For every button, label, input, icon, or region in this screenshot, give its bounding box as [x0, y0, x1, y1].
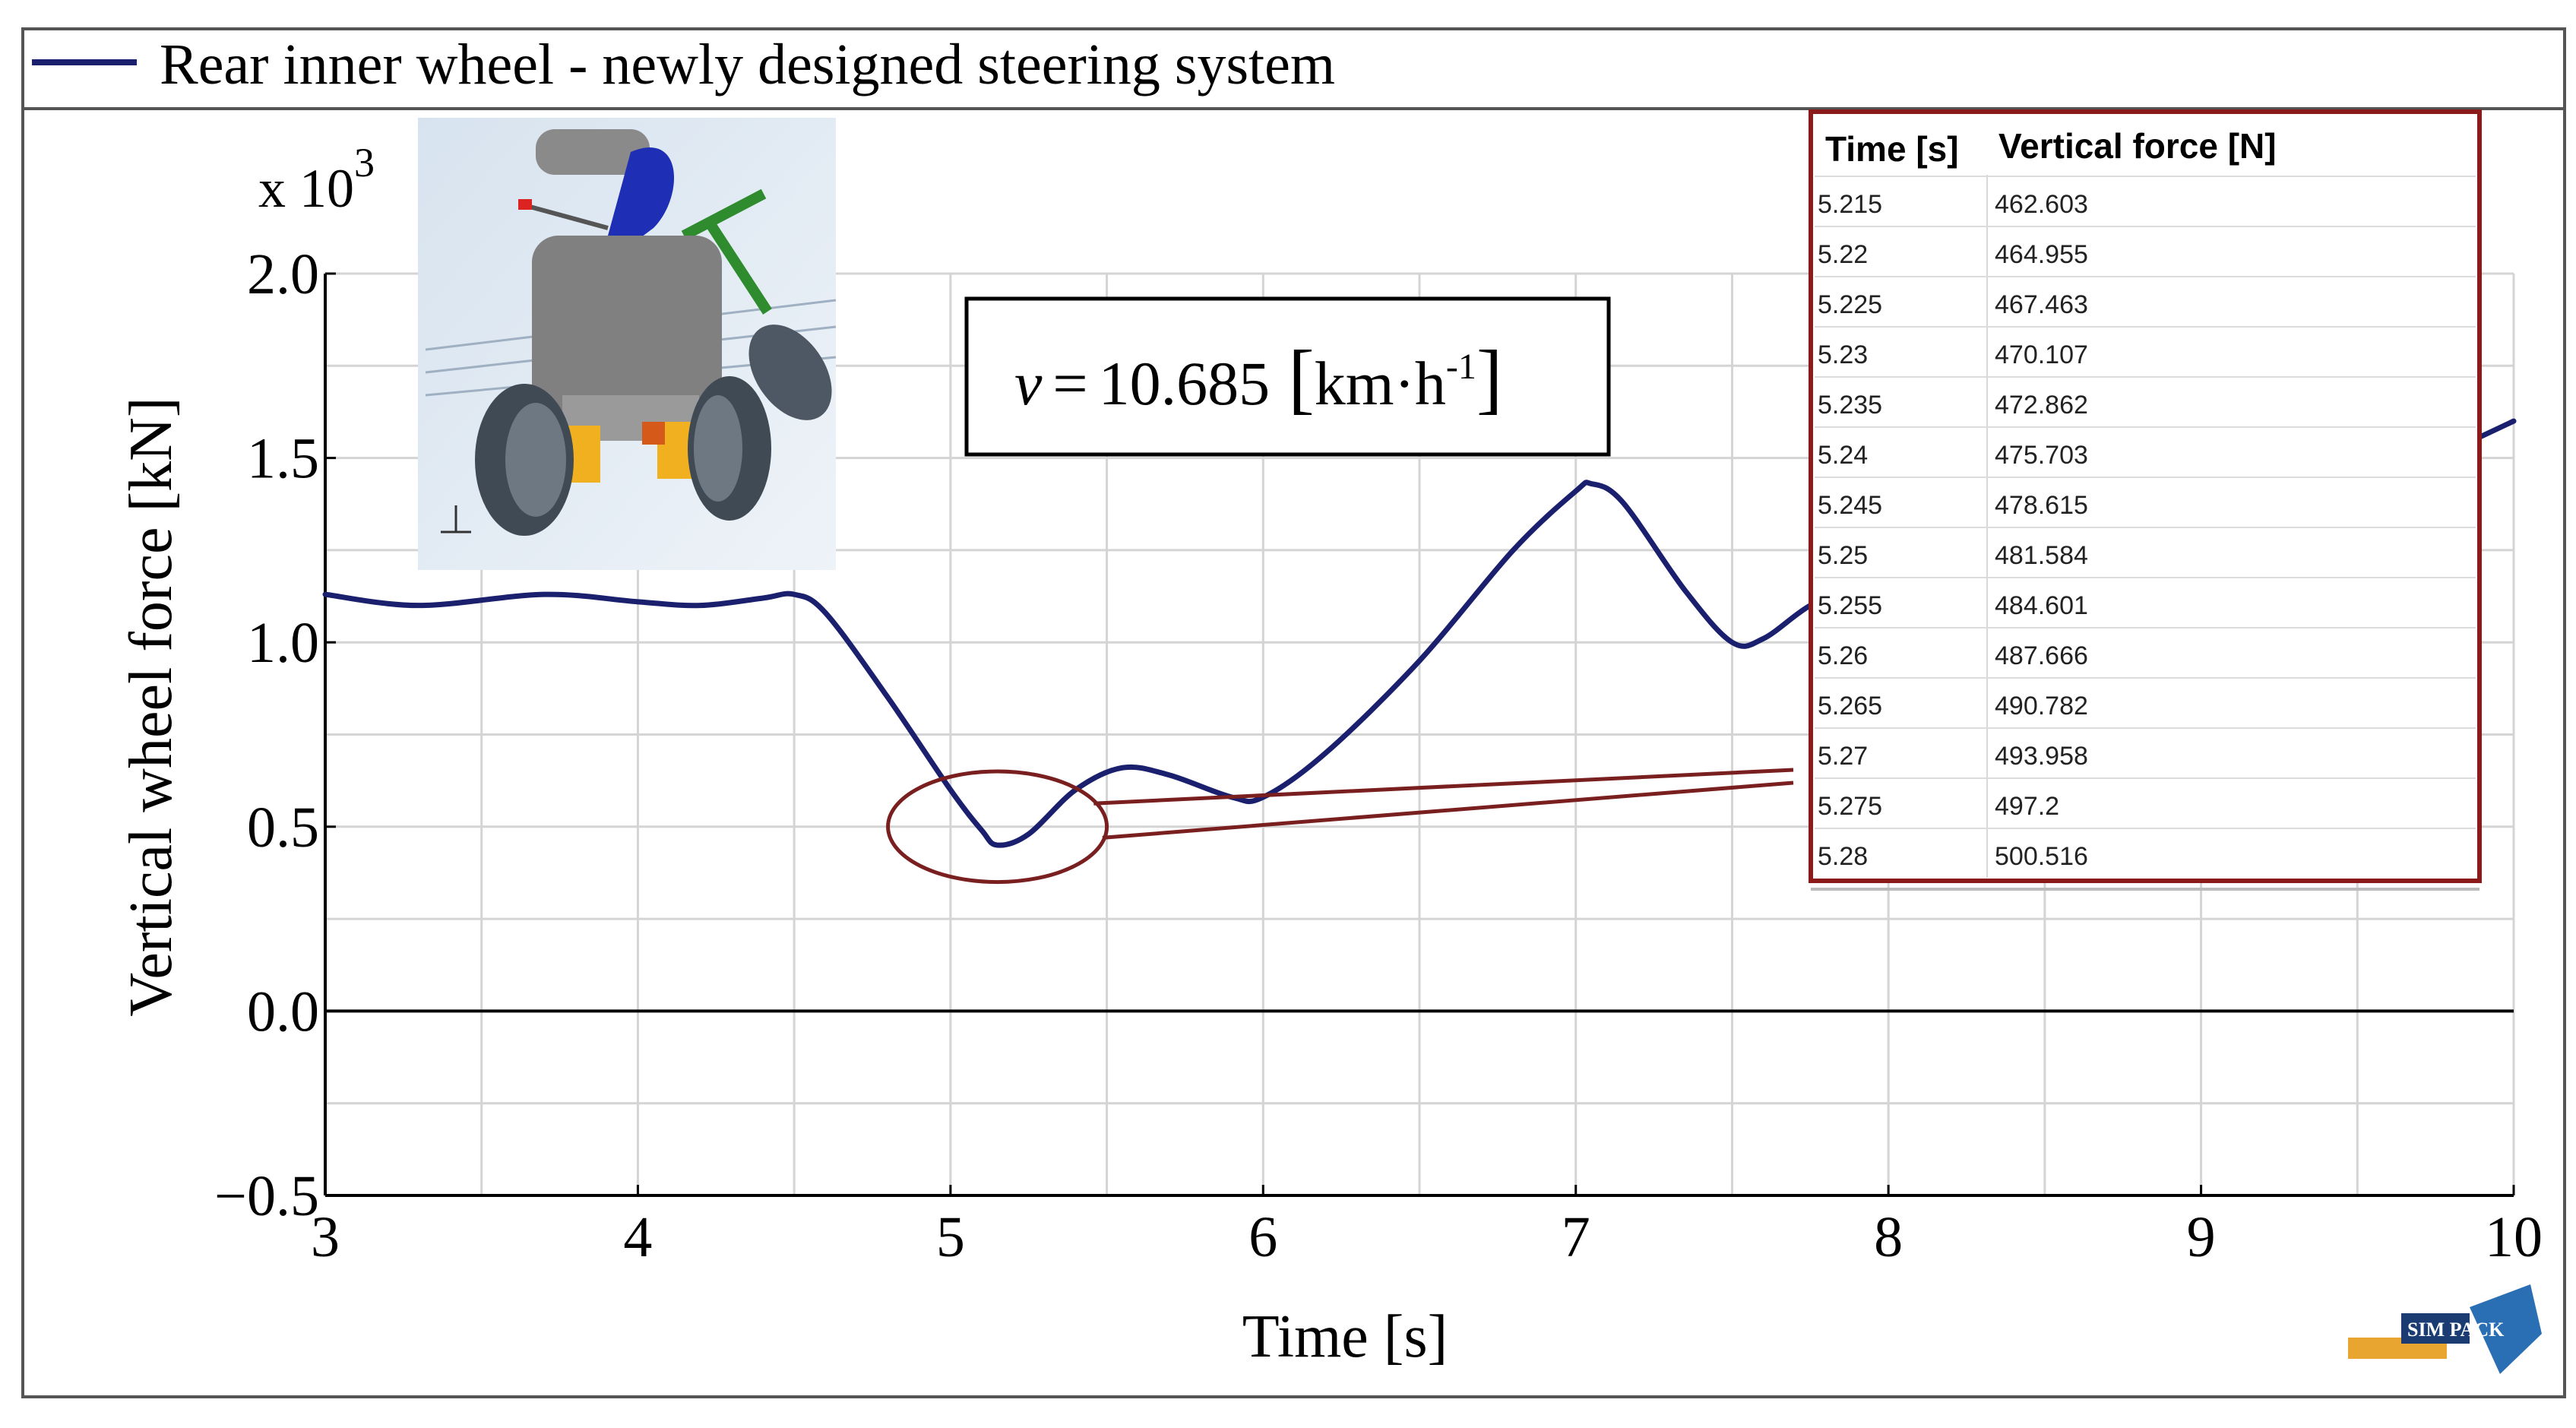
- table-cell-force: 464.955: [1995, 240, 2088, 269]
- speed-text: v = 10.685 [km·h-1]: [1014, 334, 1503, 422]
- table-header-time: Time [s]: [1825, 129, 1959, 169]
- x-tick-label: 9: [2187, 1205, 2216, 1269]
- x-tick-label: 4: [623, 1205, 652, 1269]
- speed-annotation-box: v = 10.685 [km·h-1]: [964, 296, 1611, 457]
- table-cell-time: 5.235: [1818, 391, 1882, 420]
- table-cell-time: 5.27: [1818, 742, 1868, 771]
- vehicle-render: [418, 118, 837, 570]
- table-cell-force: 475.703: [1995, 441, 2088, 470]
- table-cell-force: 497.2: [1995, 792, 2059, 821]
- y-axis-label: Vertical wheel force [kN]: [118, 397, 185, 1016]
- axes: [324, 272, 2515, 1197]
- tick-labels: 3 4 5 6 7 8 9 10 2.0 1.5 1.0 0.5 0.0 −0.5: [214, 242, 2543, 1269]
- y-tick-label: 2.0: [247, 242, 319, 306]
- headrest-icon: [536, 129, 650, 175]
- logo-mark-icon: [2470, 1284, 2542, 1374]
- table-cell-time: 5.215: [1818, 190, 1882, 219]
- speed-box-frame: [964, 296, 1611, 457]
- table-cell-force: 470.107: [1995, 340, 2088, 369]
- y-tick-label: 1.0: [247, 611, 319, 675]
- table-cell-time: 5.26: [1818, 641, 1868, 670]
- wheel-front-icon: [748, 325, 832, 420]
- x-tick-label: 6: [1248, 1205, 1277, 1269]
- logo-text: SIM PACK: [2407, 1319, 2505, 1341]
- steering-bar-icon: [681, 188, 767, 241]
- table-cell-time: 5.225: [1818, 290, 1882, 319]
- table-cell-force: 462.603: [1995, 190, 2088, 219]
- callout-line-lower: [1102, 780, 1794, 840]
- table-cell-time: 5.22: [1818, 240, 1868, 269]
- x-tick-label: 8: [1874, 1205, 1903, 1269]
- table-cell-force: 478.615: [1995, 491, 2088, 520]
- table-cell-time: 5.275: [1818, 792, 1882, 821]
- legend: Rear inner wheel - newly designed steeri…: [32, 33, 1335, 97]
- table-cell-force: 487.666: [1995, 641, 2088, 670]
- x-tick-label: 5: [936, 1205, 965, 1269]
- table-cell-force: 467.463: [1995, 290, 2088, 319]
- simpack-logo: SIM PACK: [2348, 1284, 2542, 1374]
- y-multiplier: x 103: [258, 140, 375, 219]
- x-tick-label: 3: [311, 1205, 340, 1269]
- annotations: [886, 768, 1794, 885]
- table-cell-force: 481.584: [1995, 541, 2088, 570]
- table-cell-time: 5.23: [1818, 340, 1868, 369]
- x-tick-label: 10: [2485, 1205, 2543, 1269]
- data-table: Time [s] Vertical force [N] 5.215 462.603…: [1809, 109, 2482, 891]
- table-cell-time: 5.25: [1818, 541, 1868, 570]
- table-cell-force: 472.862: [1995, 391, 2088, 420]
- x-axis-label: Time [s]: [1242, 1303, 1448, 1370]
- table-frame: [1809, 109, 2482, 883]
- table-cell-force: 490.782: [1995, 692, 2088, 720]
- x-tick-label: 7: [1562, 1205, 1590, 1269]
- table-rows: 5.215 462.603 5.22 464.955 5.225 467.463 5.23 4…: [1815, 176, 2476, 871]
- y-tick-label: 0.0: [247, 980, 319, 1043]
- table-cell-force: 493.958: [1995, 742, 2088, 771]
- legend-label: Rear inner wheel - newly designed steeri…: [160, 33, 1335, 97]
- table-cell-time: 5.24: [1818, 441, 1868, 470]
- outer-frame: [21, 27, 2566, 1398]
- callout-line-upper: [1093, 768, 1794, 806]
- table-cell-time: 5.255: [1818, 591, 1882, 620]
- table-cell-time: 5.28: [1818, 842, 1868, 871]
- table-cell-force: 484.601: [1995, 591, 2088, 620]
- table-cell-time: 5.265: [1818, 692, 1882, 720]
- y-tick-label: −0.5: [214, 1164, 319, 1228]
- highlight-ellipse: [886, 769, 1109, 885]
- y-tick-label: 0.5: [247, 796, 319, 860]
- table-cell-force: 500.516: [1995, 842, 2088, 871]
- y-tick-label: 1.5: [247, 427, 319, 491]
- rider-icon: [608, 147, 675, 251]
- table-header-force: Vertical force [N]: [1998, 126, 2277, 166]
- seat-icon: [532, 236, 722, 426]
- table-cell-time: 5.245: [1818, 491, 1882, 520]
